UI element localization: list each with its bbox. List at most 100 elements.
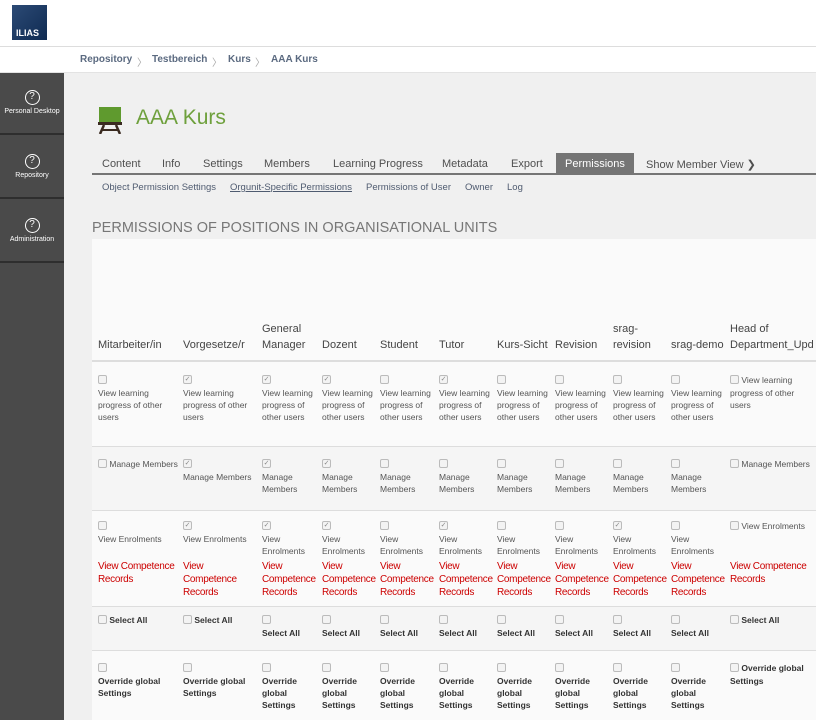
permission-label: View learning progress of other users [497,387,548,422]
permission-checkbox[interactable] [555,458,564,468]
permission-cell: View learning progress of other users [613,374,669,423]
permission-checkbox[interactable] [380,520,389,530]
select-all-checkbox[interactable] [730,614,739,624]
select-all-checkbox[interactable] [555,614,564,624]
override-cell: Override global Settings [439,662,495,711]
tab-permissions[interactable]: Permissions [556,153,634,175]
override-checkbox[interactable] [322,662,331,672]
permission-label: View Enrolments [262,533,305,556]
permission-checkbox[interactable] [671,520,680,530]
column-header: Student [380,339,418,351]
course-icon [98,107,122,134]
tab-settings[interactable]: Settings [203,158,243,170]
subtab-orgunit-specific-permissions[interactable]: Orgunit-Specific Permissions [230,182,352,193]
select-all-checkbox[interactable] [262,614,271,624]
ilias-logo[interactable]: ILIAS [12,5,47,40]
select-all-checkbox[interactable] [671,614,680,624]
override-label: Override global Settings [613,675,648,710]
select-all-cell: Select All [497,614,553,639]
select-all-checkbox[interactable] [98,614,107,624]
permission-checkbox[interactable]: ✓ [322,374,331,384]
permission-cell: View learning progress of other users [671,374,727,423]
permission-checkbox[interactable]: ✓ [439,520,448,530]
chevron-right-icon: 〉 [137,58,147,69]
competence-records-label: View Competence Records [555,561,609,598]
permission-checkbox[interactable]: ✓ [183,458,192,468]
override-checkbox[interactable] [555,662,564,672]
permission-checkbox[interactable]: ✓ [262,520,271,530]
permission-checkbox[interactable] [497,458,506,468]
override-checkbox[interactable] [439,662,448,672]
override-checkbox[interactable] [497,662,506,672]
override-checkbox[interactable] [98,662,107,672]
tab-export[interactable]: Export [511,158,543,170]
permission-checkbox[interactable]: ✓ [439,374,448,384]
permission-checkbox[interactable] [98,374,107,384]
tab-info[interactable]: Info [162,158,181,170]
permission-checkbox[interactable]: ✓ [262,374,271,384]
permission-label: View learning progress of other users [380,387,431,422]
override-checkbox[interactable] [613,662,622,672]
permission-checkbox[interactable]: ✓ [322,458,331,468]
override-checkbox[interactable] [183,662,192,672]
override-checkbox[interactable] [262,662,271,672]
select-all-checkbox[interactable] [380,614,389,624]
breadcrumb-aaa-kurs[interactable]: AAA Kurs [271,54,318,65]
override-checkbox[interactable] [730,662,739,672]
select-all-checkbox[interactable] [613,614,622,624]
permission-checkbox[interactable] [497,520,506,530]
select-all-checkbox[interactable] [439,614,448,624]
permission-checkbox[interactable]: ✓ [262,458,271,468]
permission-label: View Enrolments [613,533,656,556]
subtab-object-permission-settings[interactable]: Object Permission Settings [102,182,217,193]
menu-personal-desktop[interactable]: ? Personal Desktop [0,73,64,135]
permission-checkbox[interactable] [671,458,680,468]
breadcrumb-testbereich[interactable]: Testbereich [152,54,208,65]
breadcrumb-repository[interactable]: Repository [80,54,133,65]
override-checkbox[interactable] [380,662,389,672]
menu-repository[interactable]: ? Repository [0,137,64,199]
select-all-checkbox[interactable] [497,614,506,624]
subtab-permissions-of-user[interactable]: Permissions of User [366,182,451,193]
permission-checkbox[interactable] [555,520,564,530]
permission-checkbox[interactable] [555,374,564,384]
override-cell: Override global Settings [613,662,669,711]
subtab-owner[interactable]: Owner [465,182,493,193]
permission-checkbox[interactable] [98,520,107,530]
permission-checkbox[interactable]: ✓ [183,374,192,384]
subtab-log[interactable]: Log [507,182,523,193]
table-row [92,606,816,650]
menu-administration[interactable]: ? Administration [0,201,64,263]
override-checkbox[interactable] [671,662,680,672]
tab-members[interactable]: Members [264,158,310,170]
tab-content[interactable]: Content [102,158,141,170]
tab-learning-progress[interactable]: Learning Progress [333,158,423,170]
permission-cell: View Enrolments [671,520,727,557]
permission-checkbox[interactable] [380,374,389,384]
permission-checkbox[interactable] [439,458,448,468]
select-all-checkbox[interactable] [322,614,331,624]
tab-metadata[interactable]: Metadata [442,158,488,170]
permission-label: View learning progress of other users [262,387,313,422]
breadcrumb: Repository 〉 Testbereich 〉 Kurs 〉 AAA Ku… [0,47,816,73]
permission-checkbox[interactable] [613,374,622,384]
select-all-cell: Select All [613,614,669,639]
permission-checkbox[interactable]: ✓ [183,520,192,530]
permission-label: View Enrolments [322,533,365,556]
permission-checkbox[interactable] [671,374,680,384]
permission-checkbox[interactable] [98,458,107,468]
select-all-checkbox[interactable] [183,614,192,624]
override-cell: Override global Settings [380,662,436,711]
permission-checkbox[interactable] [730,374,739,384]
tab-show-member-view[interactable]: Show Member View ❯ [646,159,756,171]
permission-checkbox[interactable] [380,458,389,468]
breadcrumb-kurs[interactable]: Kurs [228,54,251,65]
permission-checkbox[interactable] [497,374,506,384]
select-all-label: Select All [194,615,233,625]
permission-checkbox[interactable]: ✓ [613,520,622,530]
permission-checkbox[interactable] [730,520,739,530]
permission-checkbox[interactable]: ✓ [322,520,331,530]
permission-checkbox[interactable] [730,458,739,468]
permission-checkbox[interactable] [613,458,622,468]
permission-label: View learning progress of other users [439,387,490,422]
